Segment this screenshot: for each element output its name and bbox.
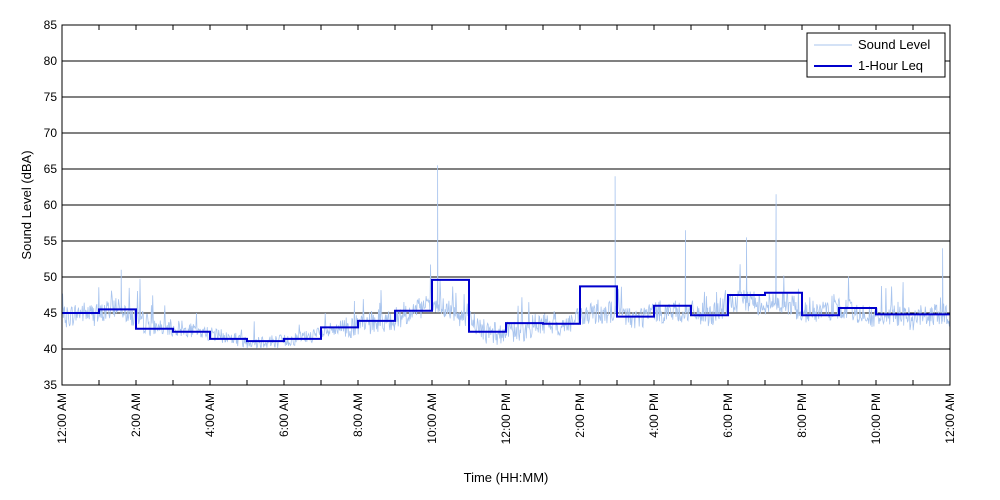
y-tick-label: 65 [44, 162, 58, 176]
y-tick-label: 60 [44, 198, 58, 212]
x-tick-label: 2:00 AM [129, 393, 143, 437]
x-tick-label: 12:00 PM [499, 393, 513, 444]
x-tick-label: 6:00 AM [277, 393, 291, 437]
y-tick-label: 85 [44, 18, 58, 32]
leq-step-line [62, 278, 950, 343]
leq-series [62, 278, 950, 343]
x-tick-label: 10:00 AM [425, 393, 439, 444]
x-tick-label: 4:00 AM [203, 393, 217, 437]
x-tick-label: 12:00 AM [943, 393, 957, 444]
y-tick-label: 80 [44, 54, 58, 68]
legend-entry-leq: 1-Hour Leq [858, 58, 923, 73]
sound-level-line [61, 165, 951, 349]
x-tick-label: 4:00 PM [647, 393, 661, 438]
y-axis-label: Sound Level (dBA) [19, 150, 34, 259]
x-tick-label: 6:00 PM [721, 393, 735, 438]
y-tick-label: 50 [44, 270, 58, 284]
x-axis-label: Time (HH:MM) [464, 470, 549, 485]
legend: Sound Level 1-Hour Leq [806, 32, 946, 78]
x-tick-label: 8:00 AM [351, 393, 365, 437]
y-tick-label: 70 [44, 126, 58, 140]
x-tick-label: 10:00 PM [869, 393, 883, 444]
y-tick-label: 75 [44, 90, 58, 104]
x-axis-tick-labels: 12:00 AM 2:00 AM 4:00 AM 6:00 AM 8:00 AM 10:0… [55, 393, 957, 444]
x-tick-label: 2:00 PM [573, 393, 587, 438]
y-tick-label: 45 [44, 306, 58, 320]
legend-box [806, 32, 946, 78]
y-tick-label: 35 [44, 378, 58, 392]
y-axis-tick-labels: 35 40 45 50 55 60 65 70 75 80 85 [44, 18, 58, 392]
plot-frame [61, 24, 951, 386]
x-tick-label: 12:00 AM [55, 393, 69, 444]
y-tick-label: 55 [44, 234, 58, 248]
y-tick-label: 40 [44, 342, 58, 356]
sound-level-series [61, 165, 951, 349]
legend-entry-sound-level: Sound Level [858, 37, 930, 52]
x-tick-label: 8:00 PM [795, 393, 809, 438]
